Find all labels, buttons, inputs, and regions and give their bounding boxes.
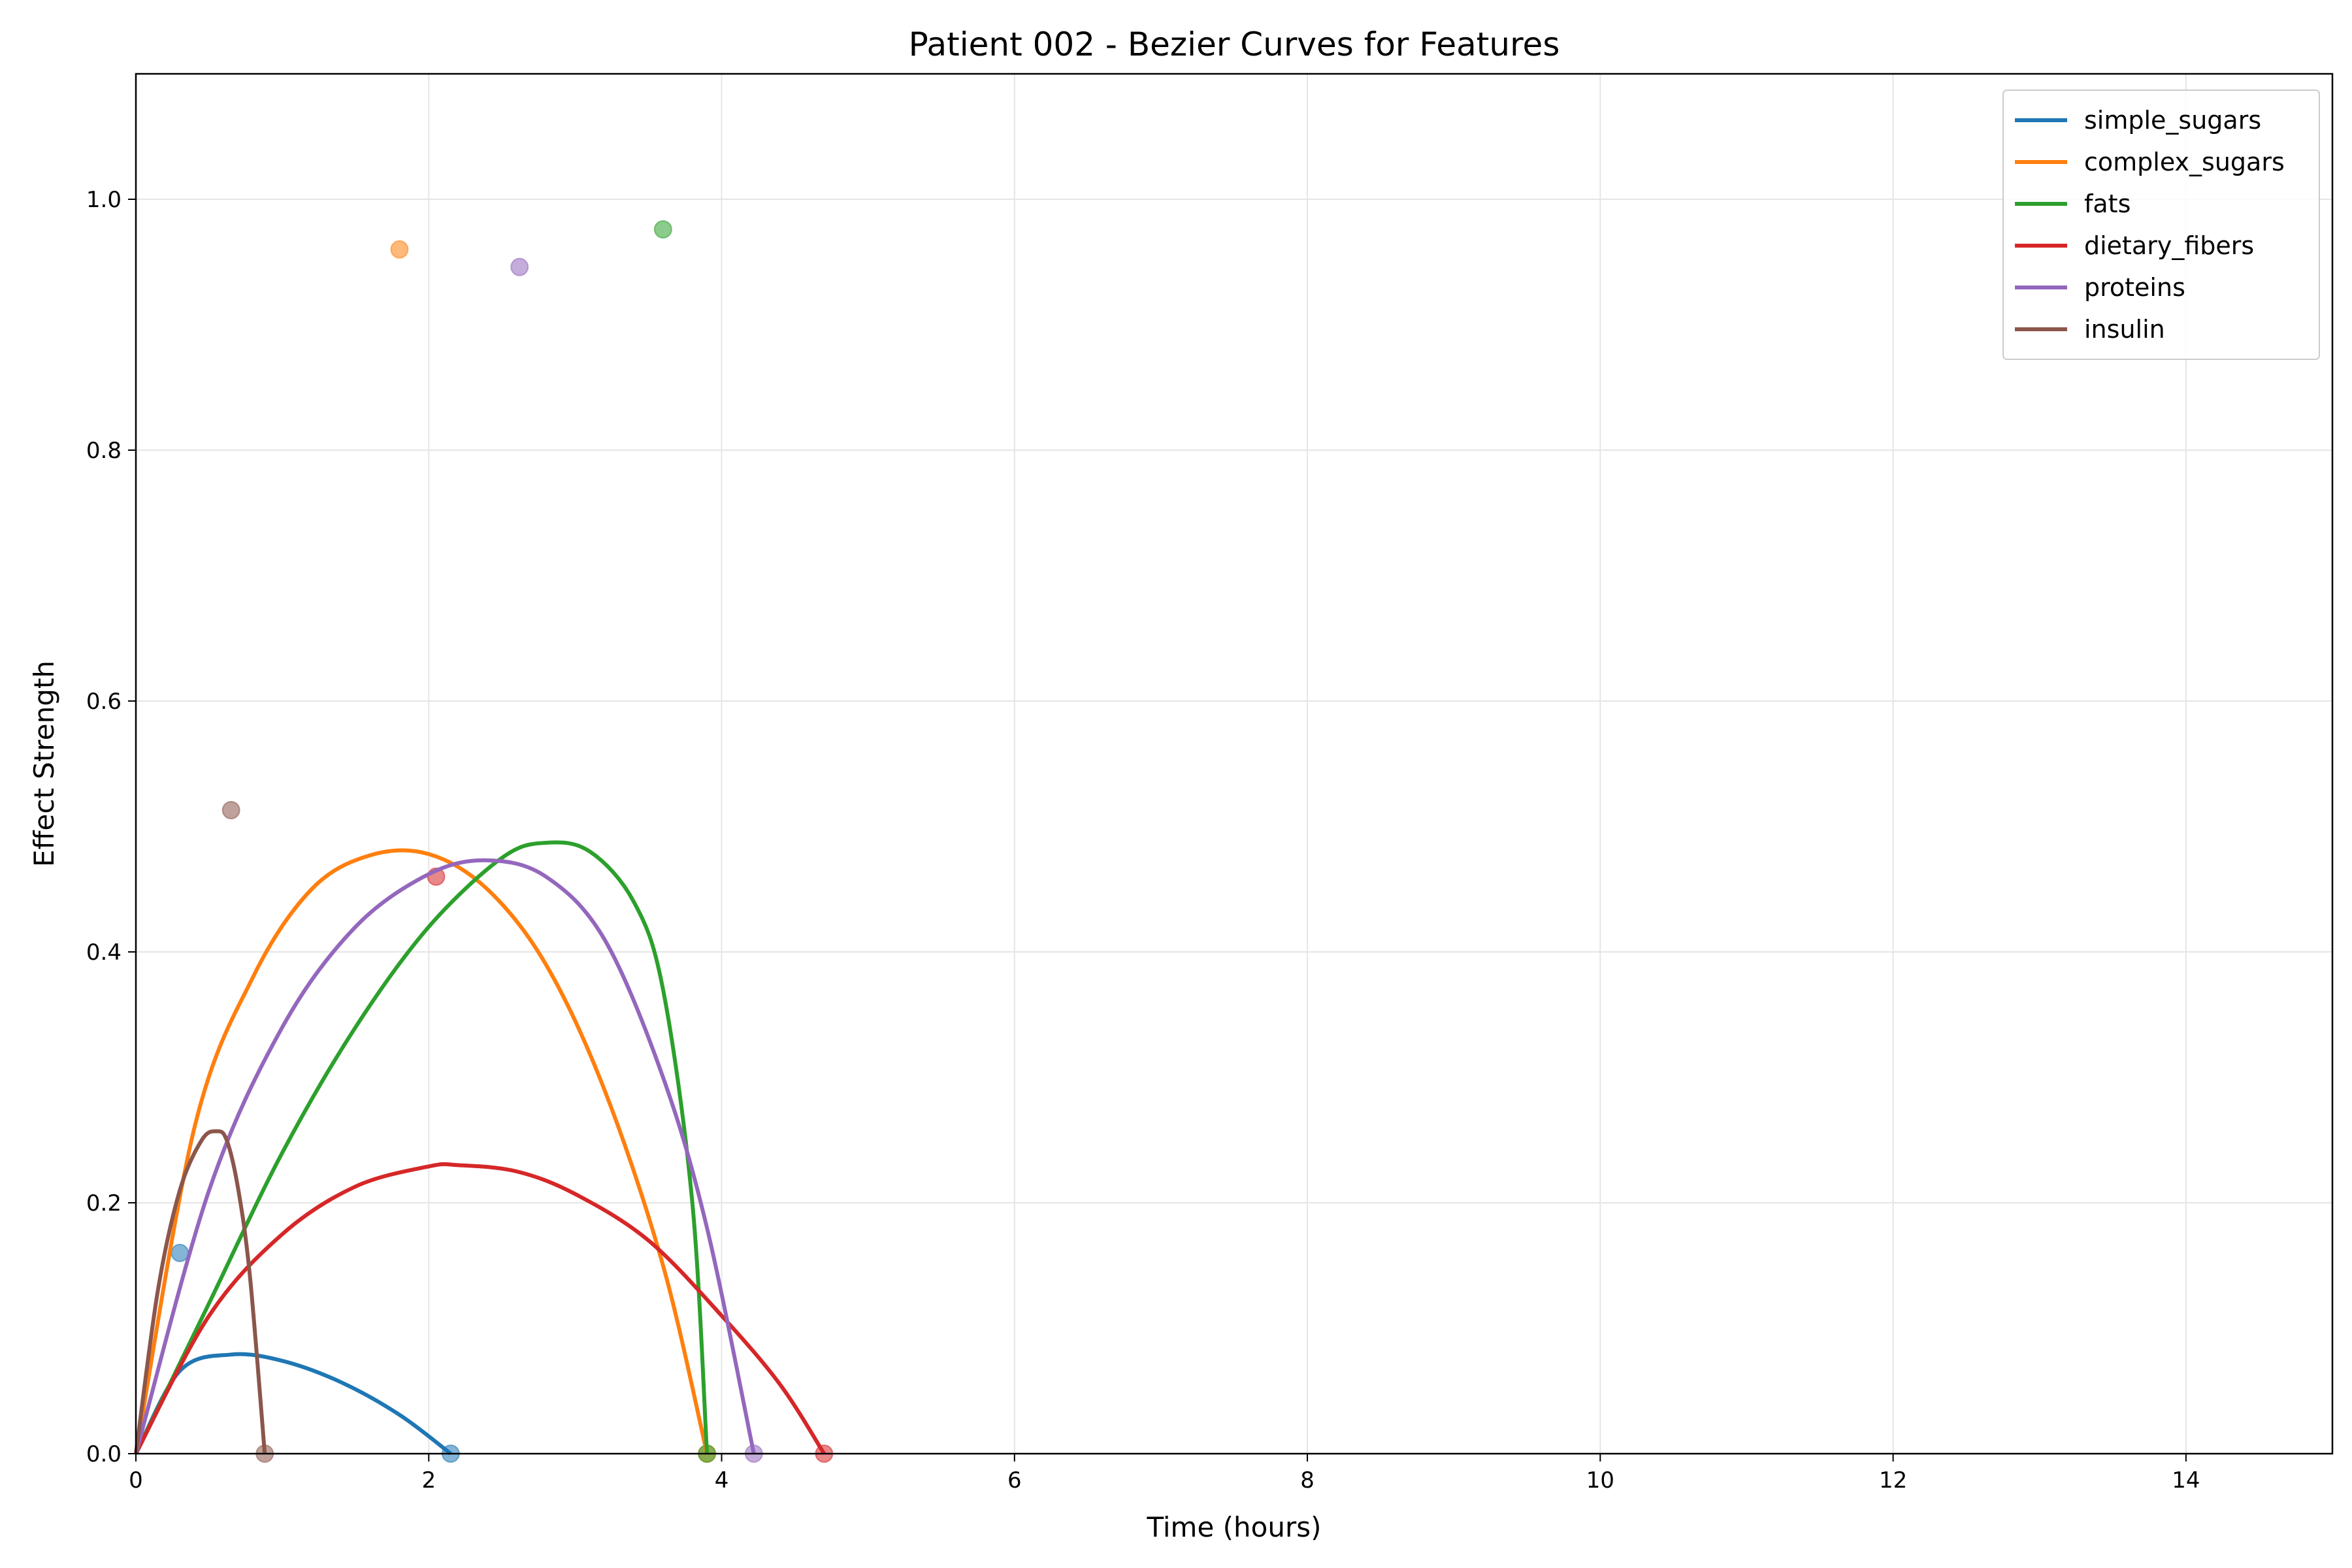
plot-frame xyxy=(135,73,2334,1455)
series-lines xyxy=(134,840,826,1456)
y-tick-label: 0.4 xyxy=(86,939,122,966)
y-tick-label: 1.0 xyxy=(86,187,122,213)
axis-ticks: 0 2 4 6 8 10 12 14 0.0 0.2 0.4 0.6 0.8 1.0 xyxy=(86,187,2200,1494)
legend-label-dietary_fibers: dietary_fibers xyxy=(2084,231,2254,260)
y-tick-label: 0.0 xyxy=(86,1441,122,1467)
legend-label-complex_sugars: complex_sugars xyxy=(2084,148,2285,176)
legend-box xyxy=(2002,90,2320,360)
control-point-proteins xyxy=(510,257,529,276)
control-point-insulin xyxy=(221,801,240,820)
control-point-complex_sugars xyxy=(390,240,409,259)
x-tick-label: 8 xyxy=(1300,1467,1315,1494)
y-tick-label: 0.6 xyxy=(86,689,122,715)
series-line-insulin xyxy=(134,1129,267,1454)
x-tick-label: 4 xyxy=(715,1467,729,1494)
legend-label-fats: fats xyxy=(2084,189,2131,218)
series-line-dietary_fibers xyxy=(134,1162,826,1455)
x-axis-label: Time (hours) xyxy=(1147,1511,1322,1543)
x-tick-label: 6 xyxy=(1007,1467,1022,1494)
y-tick-label: 0.2 xyxy=(86,1190,122,1217)
x-tick-label: 0 xyxy=(129,1467,143,1494)
series-line-fats xyxy=(134,840,710,1455)
legend-label-insulin: insulin xyxy=(2084,315,2165,344)
x-tick-label: 12 xyxy=(1879,1467,1907,1494)
series-line-proteins xyxy=(134,858,756,1454)
chart-title: Patient 002 - Bezier Curves for Features xyxy=(909,25,1560,63)
y-tick-label: 0.8 xyxy=(86,438,122,464)
y-axis-label: Effect Strength xyxy=(28,661,60,867)
x-tick-label: 2 xyxy=(421,1467,436,1494)
legend-label-proteins: proteins xyxy=(2084,273,2185,302)
x-tick-label: 14 xyxy=(2172,1467,2200,1494)
control-point-fats xyxy=(653,220,672,239)
x-tick-label: 10 xyxy=(1586,1467,1614,1494)
control-point-simple_sugars xyxy=(171,1243,189,1262)
series-line-complex_sugars xyxy=(134,848,710,1454)
legend-label-simple_sugars: simple_sugars xyxy=(2084,106,2261,135)
grid xyxy=(135,74,2332,1454)
